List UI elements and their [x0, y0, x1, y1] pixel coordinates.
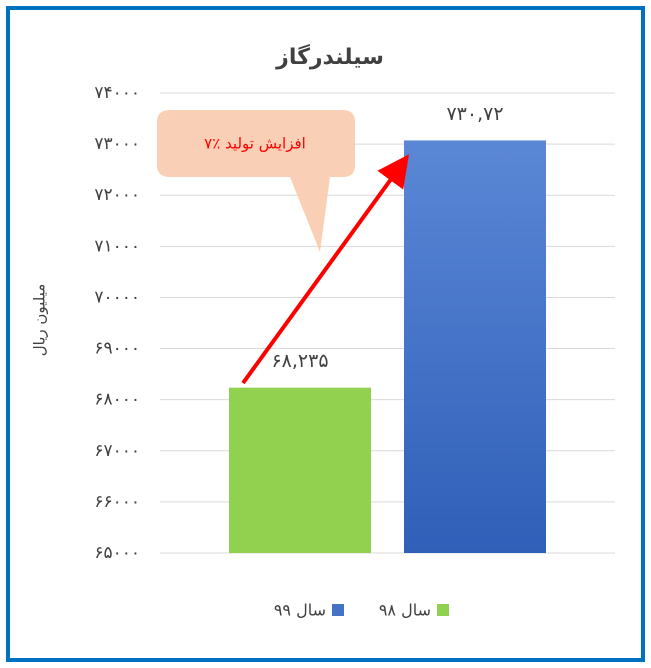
y-tick-label: ۷۲۰۰۰: [94, 185, 140, 205]
y-tick-label: ۷۳۰۰۰: [94, 134, 140, 154]
y-tick-label: ۶۵۰۰۰: [94, 543, 140, 563]
y-tick-label: ۷۴۰۰۰: [94, 83, 140, 103]
value-label: ۶۸,۲۳۵: [271, 350, 328, 372]
y-tick-label: ۶۶۰۰۰: [94, 492, 140, 512]
chart-title: سیلندرگاز: [275, 43, 384, 70]
legend-label: سال ۹۸: [379, 601, 431, 620]
arrow: [241, 154, 410, 385]
y-axis-label: میلیون ریال: [31, 284, 49, 356]
y-tick-label: ۷۱۰۰۰: [94, 236, 140, 256]
legend-swatch: [437, 604, 449, 616]
value-label: ۷۳۰,۷۲: [446, 103, 503, 125]
bar: [229, 387, 371, 553]
y-tick-label: ۶۷۰۰۰: [94, 441, 140, 461]
legend-swatch: [332, 604, 344, 616]
y-tick-label: ۶۹۰۰۰: [94, 339, 140, 359]
y-tick-label: ۷۰۰۰۰: [94, 287, 140, 307]
y-tick-label: ۶۸۰۰۰: [94, 390, 140, 410]
annotation: ۷٪ افزایش تولید: [204, 135, 306, 153]
legend-label: سال ۹۹: [274, 601, 326, 620]
callout: [157, 110, 355, 252]
bar: [404, 140, 546, 554]
